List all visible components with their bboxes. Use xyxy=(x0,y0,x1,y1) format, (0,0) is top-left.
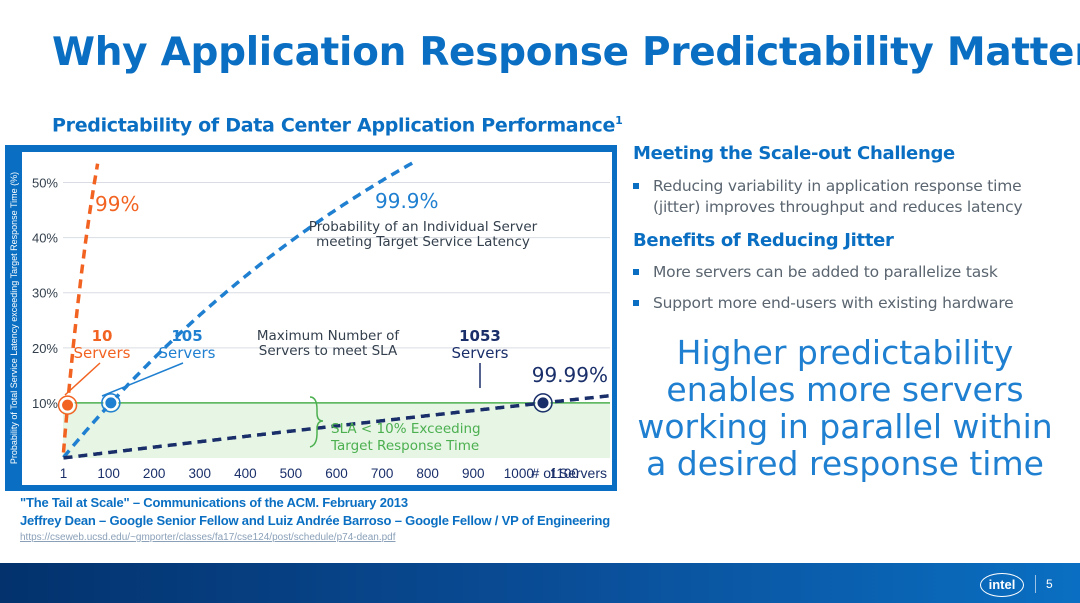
callout-text: Higher predictability enables more serve… xyxy=(637,333,1053,483)
x-tick-label: 700 xyxy=(371,466,394,481)
x-tick-label: 900 xyxy=(462,466,485,481)
y-tick-label: 30% xyxy=(32,286,58,301)
sla-label-2: Target Response Time xyxy=(330,438,479,454)
x-tick-label: 1100 xyxy=(550,466,579,481)
x-axis-label: # of Servers xyxy=(532,465,607,481)
x-tick-label: 200 xyxy=(143,466,166,481)
latency-probability-chart: Probability of Total Service Latency exc… xyxy=(9,152,612,485)
heading-benefits: Benefits of Reducing Jitter xyxy=(633,230,894,251)
marker-105-label: Servers xyxy=(158,344,215,362)
series-999-desc-1: Probability of an Individual Server xyxy=(309,219,538,235)
bullet-square-icon xyxy=(633,269,639,275)
marker-ring-0 xyxy=(57,395,78,415)
marker-10-label: Servers xyxy=(73,344,130,362)
y-tick-label: 20% xyxy=(32,341,58,356)
series-line-1 xyxy=(62,160,416,459)
x-tick-label: 300 xyxy=(188,466,211,481)
series-999-label: 99.9% xyxy=(375,189,439,213)
heading-scale-out: Meeting the Scale-out Challenge xyxy=(633,143,955,164)
chart-title-text: Predictability of Data Center Applicatio… xyxy=(52,114,616,137)
footnote-marker: 1 xyxy=(615,114,623,127)
footer-bar xyxy=(0,563,1080,603)
citation-link[interactable]: https://cseweb.ucsd.edu/~gmporter/classe… xyxy=(20,532,396,543)
series-999-desc-2: meeting Target Service Latency xyxy=(316,234,530,250)
y-tick-label: 10% xyxy=(32,396,58,411)
bullet-parallelize-text: More servers can be added to parallelize… xyxy=(653,263,998,281)
marker-1053-value: 1053 xyxy=(459,327,501,345)
intel-logo: intel xyxy=(980,573,1024,597)
y-axis-label: Probability of Total Service Latency exc… xyxy=(9,172,19,464)
x-tick-label: 500 xyxy=(280,466,303,481)
slide-title: Why Application Response Predictability … xyxy=(52,30,1080,75)
x-tick-label: 600 xyxy=(325,466,348,481)
x-tick-label: 1 xyxy=(60,466,68,481)
max-servers-label-1: Maximum Number of xyxy=(257,328,401,344)
series-line-2 xyxy=(63,393,611,460)
bullet-end-users-text: Support more end-users with existing har… xyxy=(653,294,1014,312)
marker-0 xyxy=(60,397,76,413)
series-9999-label: 99.99% xyxy=(532,363,608,387)
marker-10-value: 10 xyxy=(92,327,113,345)
y-tick-label: 40% xyxy=(32,231,58,246)
marker-105-leader xyxy=(101,362,184,397)
bullet-end-users: Support more end-users with existing har… xyxy=(633,293,1053,314)
chart-frame: Probability of Total Service Latency exc… xyxy=(5,145,617,491)
citation-title: "The Tail at Scale" – Communications of … xyxy=(20,495,408,510)
y-tick-label: 50% xyxy=(32,176,58,191)
series-99-label: 99% xyxy=(95,192,139,216)
marker-1 xyxy=(103,395,119,411)
chart-title: Predictability of Data Center Applicatio… xyxy=(52,114,623,137)
marker-1053-label: Servers xyxy=(451,344,508,362)
bullet-jitter: Reducing variability in application resp… xyxy=(633,176,1053,218)
x-tick-label: 800 xyxy=(416,466,439,481)
marker-ring-2 xyxy=(533,393,553,413)
marker-ring-1 xyxy=(101,393,121,413)
x-tick-label: 1000 xyxy=(504,466,534,481)
footer-divider xyxy=(1035,575,1036,593)
citation-authors: Jeffrey Dean – Google Senior Fellow and … xyxy=(20,513,610,528)
sla-brace xyxy=(309,396,324,448)
marker-10-leader xyxy=(64,362,101,396)
marker-105-value: 105 xyxy=(171,327,202,345)
marker-2 xyxy=(535,395,551,411)
max-servers-label-2: Servers to meet SLA xyxy=(259,343,398,359)
x-tick-label: 100 xyxy=(97,466,120,481)
sla-label-1: SLA < 10% Exceeding xyxy=(331,421,481,437)
page-number: 5 xyxy=(1046,577,1053,591)
x-tick-label: 400 xyxy=(234,466,257,481)
series-line-0 xyxy=(61,163,100,453)
bullet-square-icon xyxy=(633,183,639,189)
bullet-parallelize: More servers can be added to parallelize… xyxy=(633,262,1053,283)
bullet-jitter-text: Reducing variability in application resp… xyxy=(653,177,1023,216)
bullet-square-icon xyxy=(633,300,639,306)
